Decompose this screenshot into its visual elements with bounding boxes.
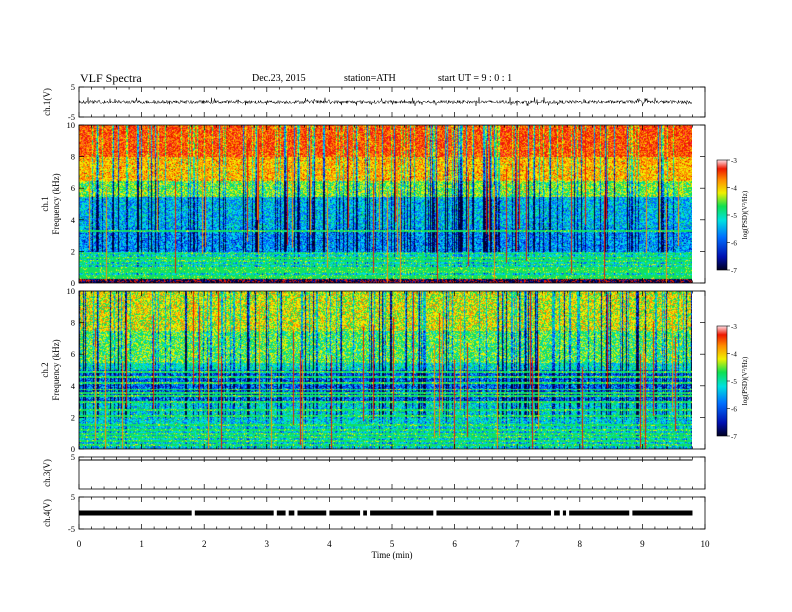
ch2-spec-tick-label: 10	[67, 286, 76, 296]
ch1-wave-tick-label: -5	[68, 112, 75, 122]
ch2-spec-ylabel: ch.2	[40, 362, 50, 377]
ch4-waveform-segment	[276, 510, 286, 516]
x-tick-label: 7	[515, 539, 520, 549]
ch4-waveform-segment	[370, 510, 434, 516]
ch1-spec-ylabel-freq: Frequency (kHz)	[51, 173, 61, 234]
ch2-spec-tick-label: 6	[71, 349, 75, 359]
x-tick-label: 3	[265, 539, 270, 549]
ch1-spec-tick-label: 10	[67, 120, 76, 130]
ch4-waveform-segment	[436, 510, 552, 516]
x-tick-label: 9	[640, 539, 645, 549]
ch1-spec-tick-label: 2	[71, 246, 75, 256]
ch4-waveform-segment	[562, 510, 567, 516]
ch4-waveform-segment	[79, 510, 192, 516]
x-tick-label: 4	[327, 539, 332, 549]
ch4-waveform-segment	[194, 510, 274, 516]
colorbar-tick-label: -6	[731, 406, 737, 414]
colorbar-tick-label: -3	[731, 323, 737, 331]
colorbar-tick-label: -6	[731, 240, 737, 248]
ch3-wave-ylabel: ch.3(V)	[42, 459, 52, 487]
figure-title: VLF Spectra	[80, 71, 142, 85]
ch4-wave-ylabel: ch.4(V)	[42, 499, 52, 527]
ch4-waveform-segment	[632, 510, 693, 516]
x-tick-label: 8	[578, 539, 583, 549]
ch2-spec-tick-label: 4	[71, 381, 76, 391]
x-tick-label: 6	[452, 539, 457, 549]
ch1-spec-tick-label: 4	[71, 215, 76, 225]
ch1-spec-tick-label: 8	[71, 152, 75, 162]
ch2-spec-tick-label: 0	[71, 444, 75, 454]
date-label: Dec.23, 2015	[252, 73, 306, 84]
colorbar-tick-label: -4	[731, 185, 737, 193]
ch2-spec-ylabel-freq: Frequency (kHz)	[51, 339, 61, 400]
ch1-wave-tick-label: 5	[71, 82, 75, 92]
colorbar-tick-label: -5	[731, 378, 737, 386]
ch4-waveform-segment	[329, 510, 361, 516]
colorbar-label-ch1: log(PSD)(V²/Hz)	[741, 190, 749, 239]
ch2-spec-tick-label: 8	[71, 318, 75, 328]
spectrogram-ch2	[79, 291, 692, 449]
ch3-wave-tick-label: 5	[71, 452, 75, 462]
colorbar-label-ch2: log(PSD)(V²/Hz)	[741, 356, 749, 405]
x-tick-label: 0	[77, 539, 82, 549]
colorbar-ch1	[716, 159, 728, 271]
colorbar-tick-label: -5	[731, 212, 737, 220]
x-tick-label: 1	[139, 539, 144, 549]
ch4-waveform-segment	[569, 510, 630, 516]
start-time-label: start UT = 9 : 0 : 1	[438, 73, 513, 84]
ch4-waveform-segment	[363, 510, 367, 516]
x-tick-label: 10	[701, 539, 711, 549]
spectrogram-ch1	[79, 125, 692, 283]
colorbar-tick-label: -7	[731, 267, 737, 275]
colorbar-tick-label: -4	[731, 351, 737, 359]
ch4-waveform-segment	[288, 510, 295, 516]
ch1-spec-ylabel: ch.1	[40, 196, 50, 211]
ch4-wave-tick-label: -5	[68, 524, 75, 534]
x-tick-label: 5	[390, 539, 395, 549]
colorbar-tick-label: -3	[731, 157, 737, 165]
ch1-wave-ylabel: ch.1(V)	[42, 88, 52, 116]
ch4-waveform-segment	[297, 510, 327, 516]
x-tick-label: 2	[202, 539, 207, 549]
ch1-waveform-trace	[78, 97, 693, 107]
ch4-wave-tick-label: 5	[71, 492, 75, 502]
colorbar-tick-label: -7	[731, 433, 737, 441]
colorbar-ch2	[716, 325, 728, 437]
ch1-spec-tick-label: 0	[71, 278, 75, 288]
ch1-spec-tick-label: 6	[71, 183, 75, 193]
x-axis-label: Time (min)	[372, 550, 413, 560]
ch2-spec-tick-label: 2	[71, 412, 75, 422]
ch4-waveform-segment	[554, 510, 560, 516]
station-label: station=ATH	[344, 73, 396, 84]
